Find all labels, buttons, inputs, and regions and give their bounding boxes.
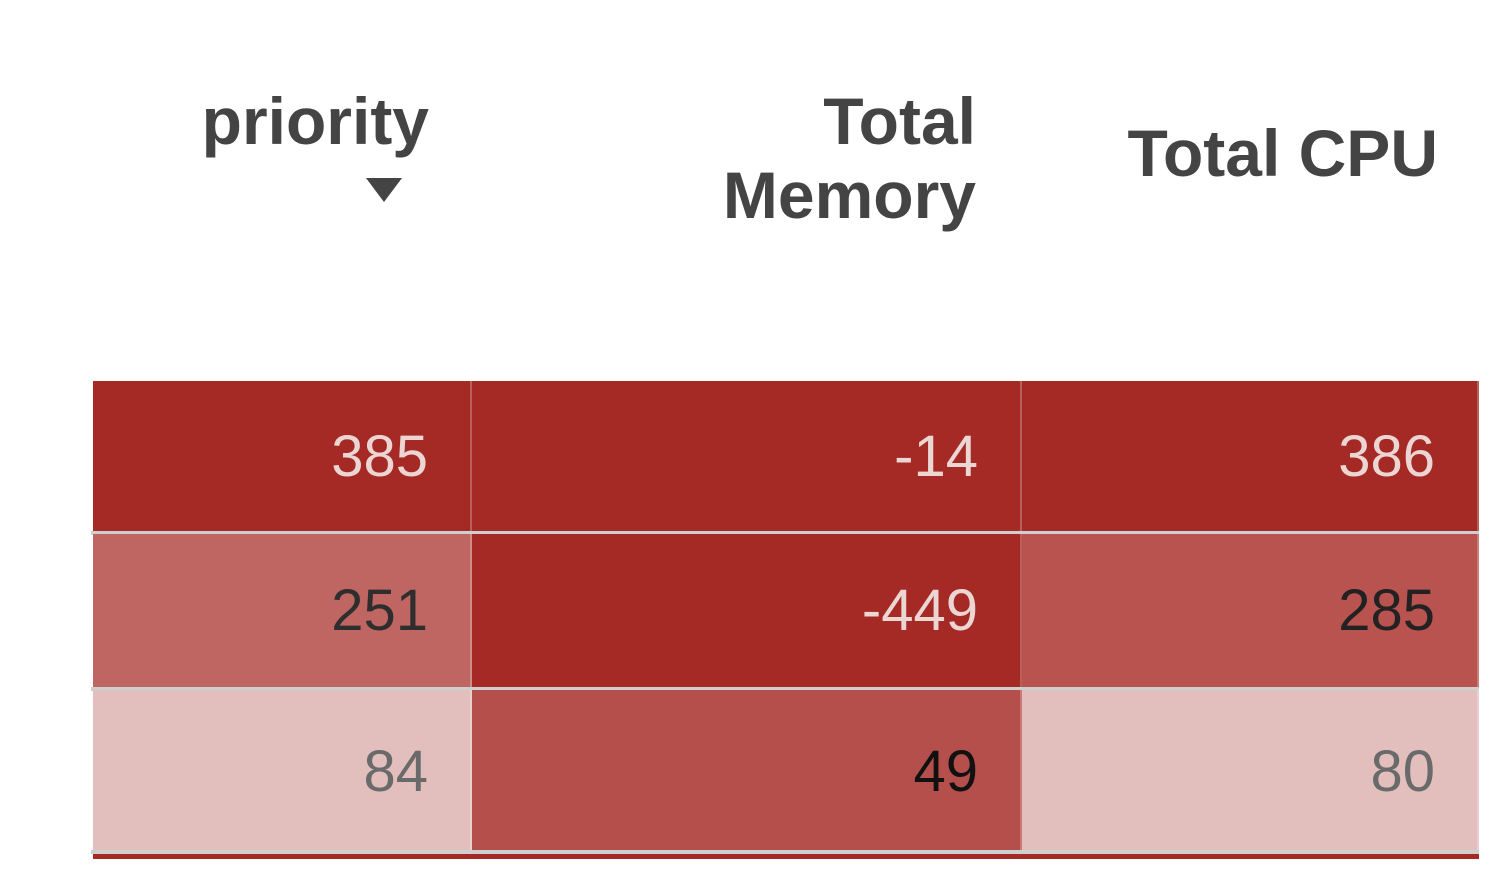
table-cell: 80 — [1022, 690, 1479, 853]
column-header[interactable]: Total CPU — [1127, 116, 1438, 190]
table-cell: 386 — [1022, 381, 1479, 531]
row-separator — [91, 687, 1479, 691]
table-cell: 251 — [93, 534, 472, 687]
next-row-edge — [93, 853, 1479, 859]
table-cell: 49 — [472, 690, 1022, 853]
table-cell: -449 — [472, 534, 1022, 687]
row-separator — [91, 850, 1479, 854]
table-cell: 285 — [1022, 534, 1479, 687]
table-cell: -14 — [472, 381, 1022, 531]
table-cell: 385 — [93, 381, 472, 531]
table-cell: 84 — [93, 690, 472, 853]
sort-indicator[interactable] — [366, 178, 402, 202]
row-separator — [91, 531, 1479, 535]
column-header[interactable]: priority — [201, 84, 429, 158]
column-header[interactable]: Total Memory — [722, 84, 976, 232]
